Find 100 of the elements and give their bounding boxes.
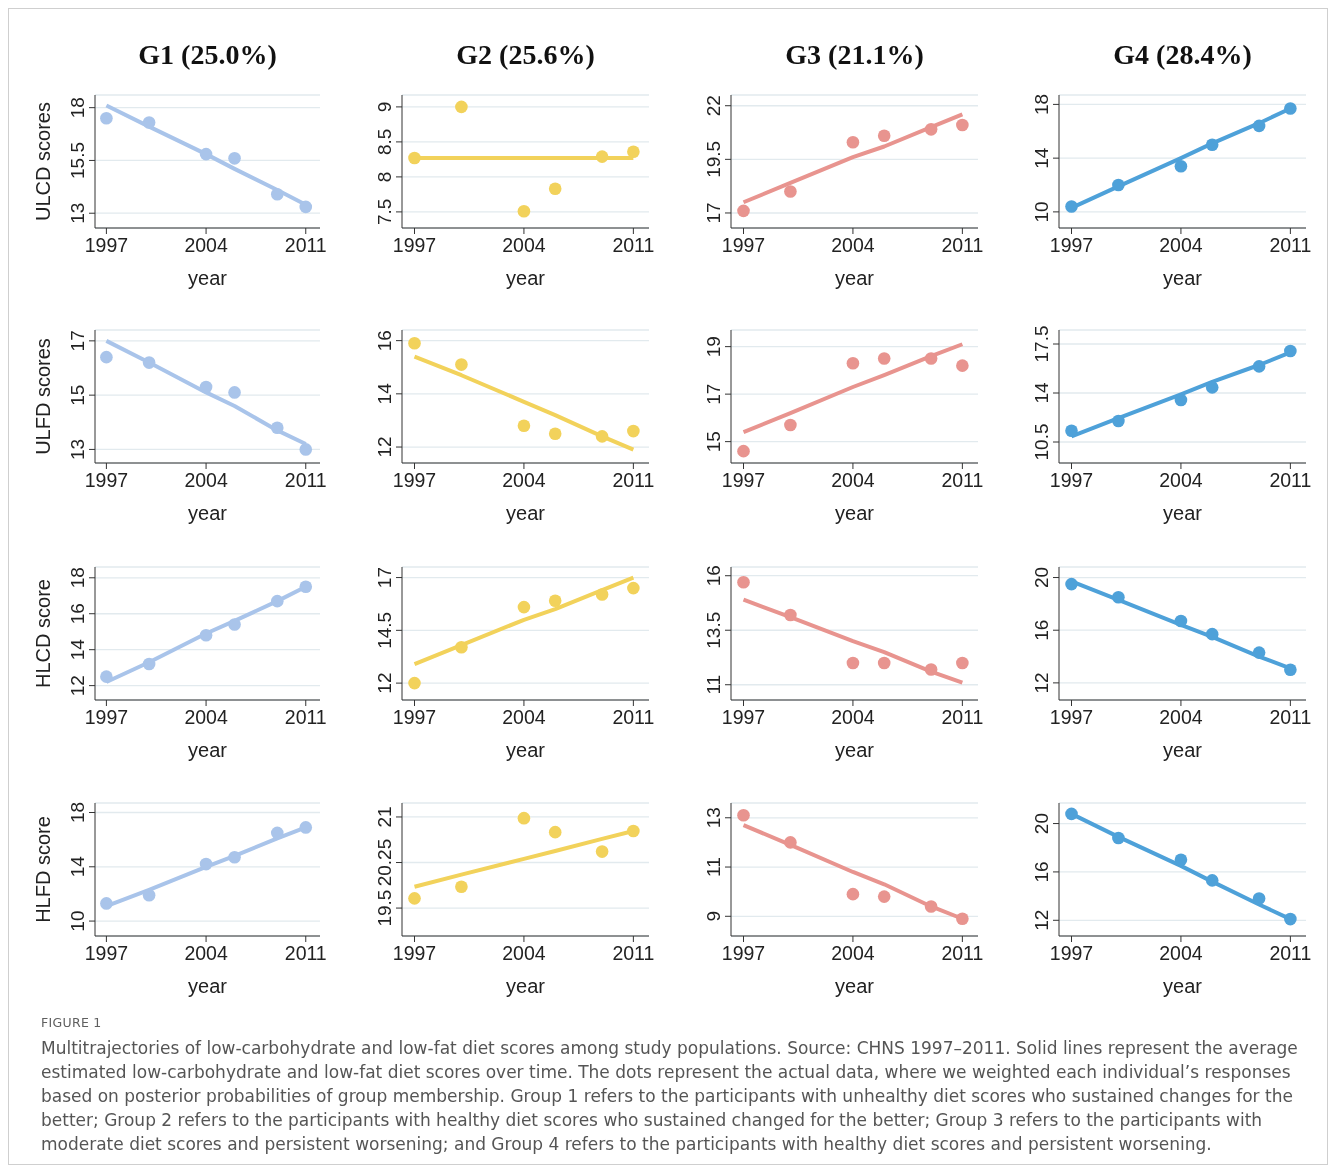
point <box>956 118 969 132</box>
point <box>924 900 938 913</box>
x-tick-label: 2004 <box>1159 233 1203 256</box>
point <box>548 182 562 196</box>
x-tick-label: 2004 <box>831 941 875 964</box>
y-tick-label: 14 <box>1031 382 1052 404</box>
y-tick-label: 13 <box>67 438 88 460</box>
x-tick-label: 1997 <box>84 233 129 256</box>
point <box>299 821 313 834</box>
chart-title: G1 (25.0%) <box>137 38 278 72</box>
point <box>737 575 750 589</box>
x-tick-label: 2004 <box>502 233 546 256</box>
point <box>595 150 609 163</box>
point <box>627 424 640 438</box>
point <box>627 581 640 595</box>
y-tick-label: 19 <box>703 336 724 358</box>
point <box>877 890 891 903</box>
y-axis-title: ULCD scores <box>32 102 54 221</box>
x-axis-title: year <box>506 739 546 761</box>
point <box>142 657 156 671</box>
text: Multitrajectories of low-carbohydrate and low-fat diet scores among study populations. Source: CHNS 1997–2011. Solid lines represent the average estimated low-carbohydrate and low-fat diet scores over time. The dots represent the actual data, where we weighted each individual’s responses based on posterior probabilities of group membership. Group 1 refers to the participants with unhealthy diet scores who sustained changes for the better; Group 2 refers to the participants with healthy diet scores who sustained changed for the better; Group 3 refers to the participants with moderate diet scores and persistent worsening; and Group 4 refers to the participants with healthy diet scores and persistent worsening. <box>41 1037 1299 1156</box>
point <box>1112 831 1125 845</box>
x-tick-label: 1997 <box>721 233 766 256</box>
point <box>737 444 750 458</box>
x-tick-label: 2011 <box>284 705 327 728</box>
y-tick-label: 12 <box>67 675 88 697</box>
point <box>627 824 640 838</box>
x-tick-label: 2004 <box>502 705 546 728</box>
y-tick-label: 10 <box>67 910 88 932</box>
y-tick-label: 18 <box>67 567 88 589</box>
point <box>877 129 891 143</box>
y-tick-label: 18 <box>67 97 88 119</box>
point <box>1284 912 1297 926</box>
x-tick-label: 2011 <box>612 468 655 491</box>
line-series <box>741 597 965 685</box>
y-tick-label: 11 <box>703 674 724 695</box>
x-axis-title: year <box>188 739 228 761</box>
x-tick-label: 1997 <box>392 705 437 728</box>
point <box>737 204 750 218</box>
x-tick-label: 2004 <box>831 705 875 728</box>
y-tick-label: 17 <box>67 330 88 352</box>
x-tick-label: 2004 <box>1159 705 1203 728</box>
y-tick-label: 13 <box>703 807 724 829</box>
point <box>1112 178 1125 192</box>
point <box>595 588 609 601</box>
point <box>270 187 284 201</box>
point <box>924 123 938 136</box>
x-tick-label: 1997 <box>84 468 129 491</box>
point <box>877 656 891 670</box>
point <box>548 427 562 441</box>
x-tick-label: 1997 <box>392 941 437 964</box>
point <box>100 350 113 364</box>
x-tick-label: 2011 <box>941 705 984 728</box>
x-tick-label: 1997 <box>84 705 129 728</box>
point <box>1174 393 1188 407</box>
x-tick-label: 1997 <box>1049 941 1094 964</box>
y-tick-label: 20 <box>1031 566 1052 589</box>
x-axis-title: year <box>1163 975 1203 997</box>
point <box>1174 614 1188 628</box>
y-tick-label: 10 <box>1031 201 1052 223</box>
x-axis-title: year <box>835 975 875 997</box>
point <box>1065 807 1078 821</box>
y-axis-title: HLFD score <box>32 816 54 923</box>
y-tick-label: 9 <box>703 911 724 922</box>
x-tick-label: 1997 <box>721 705 766 728</box>
point <box>1112 590 1125 604</box>
y-tick-label: 16 <box>1031 861 1052 883</box>
x-tick-label: 2011 <box>941 233 984 256</box>
x-tick-label: 1997 <box>1049 233 1094 256</box>
point <box>1205 381 1219 394</box>
x-tick-label: 2004 <box>184 233 228 256</box>
x-axis-title: year <box>188 502 228 524</box>
point <box>299 200 313 214</box>
point <box>455 880 468 894</box>
y-tick-label: 18 <box>67 801 88 824</box>
point <box>1174 853 1188 867</box>
y-tick-label: 17 <box>703 202 724 224</box>
y-tick-label: 13.5 <box>703 611 724 649</box>
x-tick-label: 2011 <box>941 941 984 964</box>
point <box>228 152 241 165</box>
point <box>1284 102 1297 115</box>
x-tick-label: 2011 <box>1269 705 1312 728</box>
point <box>299 580 313 594</box>
x-tick-label: 2011 <box>1269 233 1312 256</box>
point <box>595 430 609 443</box>
point <box>299 443 313 456</box>
y-tick-label: 12 <box>1031 672 1052 694</box>
y-tick-label: 8 <box>374 171 395 183</box>
point <box>517 600 531 614</box>
point <box>877 352 891 365</box>
x-tick-label: 2004 <box>1159 468 1203 491</box>
line-series <box>741 342 965 435</box>
point <box>1065 577 1078 591</box>
point <box>846 356 860 370</box>
y-tick-label: 8.5 <box>374 128 395 156</box>
x-tick-label: 2011 <box>1269 468 1312 491</box>
x-tick-label: 2011 <box>612 705 655 728</box>
point <box>1205 874 1219 887</box>
point <box>270 594 284 608</box>
y-tick-label: 7.5 <box>374 198 395 226</box>
